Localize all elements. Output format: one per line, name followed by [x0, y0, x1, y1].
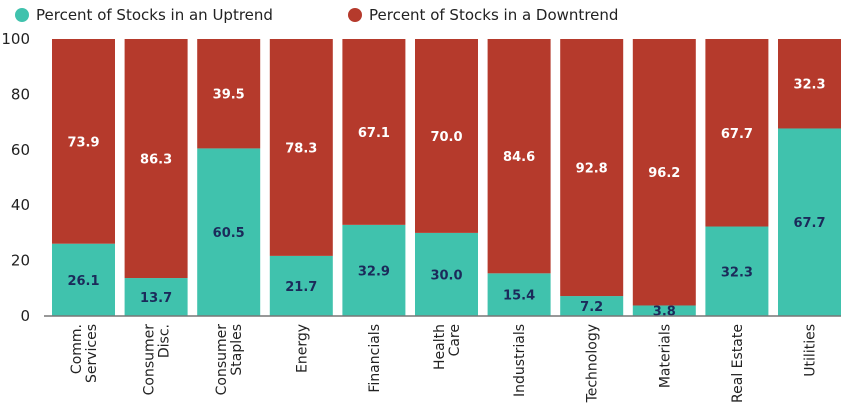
data-label: 70.0 [430, 130, 462, 145]
bar-segment [415, 39, 478, 233]
x-tick-label: Comm.Services [69, 324, 100, 383]
data-label: 32.9 [358, 264, 390, 279]
x-tick-label: Real Estate [730, 324, 746, 403]
data-label: 60.5 [213, 226, 245, 241]
data-label: 73.9 [67, 135, 99, 150]
x-tick-label: ConsumerDisc. [142, 324, 173, 396]
data-label: 67.1 [358, 126, 390, 141]
x-tick-label: Utilities [803, 324, 819, 377]
x-tick-label-line: Materials [657, 324, 673, 388]
bar-segment [487, 273, 551, 316]
data-label: 7.2 [580, 300, 603, 315]
bar-segment [197, 148, 261, 316]
bar-segment [342, 39, 406, 225]
x-tick-label-line: Technology [585, 324, 601, 403]
y-tick-label: 40 [11, 196, 30, 214]
bar-segment [52, 39, 115, 244]
x-tick-label-line: Health [432, 324, 448, 370]
data-label: 21.7 [285, 280, 317, 295]
x-tick-label-line: Energy [294, 324, 310, 373]
bar-segment [632, 39, 696, 306]
bar-segment [415, 232, 478, 316]
legend-label: Percent of Stocks in an Uptrend [36, 6, 273, 24]
data-label: 3.8 [653, 305, 676, 320]
data-label: 67.7 [721, 127, 753, 142]
x-tick-label: HealthCare [432, 324, 463, 370]
x-tick-label: Technology [585, 324, 601, 403]
x-tick-label-line: Comm. [69, 324, 85, 374]
bar-segment [778, 39, 841, 129]
bar-segment [632, 305, 696, 316]
bar-segment [705, 226, 769, 316]
x-tick-label-line: Consumer [142, 324, 158, 396]
data-label: 32.3 [793, 78, 825, 93]
x-tick-label: Materials [657, 324, 673, 388]
legend-label: Percent of Stocks in a Downtrend [369, 6, 618, 24]
bar-segment [778, 128, 841, 316]
bar-segment [269, 39, 333, 256]
bar-segment [487, 39, 551, 274]
bar-segment [269, 255, 333, 316]
legend-marker [15, 8, 29, 22]
bar-segment [560, 39, 624, 297]
x-tick-label: Financials [367, 324, 383, 393]
bar-segment [124, 278, 188, 316]
y-tick-label: 80 [11, 85, 30, 103]
x-tick-label: Energy [294, 324, 310, 373]
data-label: 26.1 [67, 274, 99, 289]
x-tick-label-line: Care [447, 324, 463, 356]
x-tick-label-line: Industrials [512, 324, 528, 397]
data-label: 15.4 [503, 289, 535, 304]
y-tick-label: 60 [11, 141, 30, 159]
x-tick-label-line: Services [84, 324, 100, 383]
bar-segment [342, 224, 406, 316]
y-tick-label: 20 [11, 252, 30, 270]
x-tick-label-line: Staples [229, 324, 245, 376]
bar-segment [705, 39, 769, 227]
data-label: 67.7 [793, 216, 825, 231]
x-tick-label-line: Consumer [214, 324, 230, 396]
data-label: 78.3 [285, 141, 317, 156]
data-label: 86.3 [140, 153, 172, 168]
y-tick-label: 100 [1, 30, 30, 48]
x-tick-label-line: Financials [367, 324, 383, 393]
x-tick-label-line: Utilities [803, 324, 819, 377]
x-tick-label: Industrials [512, 324, 528, 397]
bar-segment [560, 296, 624, 316]
data-label: 96.2 [648, 166, 680, 181]
bar-segment [124, 39, 188, 279]
data-label: 30.0 [430, 268, 462, 283]
data-label: 32.3 [721, 265, 753, 280]
data-label: 84.6 [503, 150, 535, 165]
data-label: 39.5 [213, 88, 245, 103]
x-tick-label: ConsumerStaples [214, 324, 245, 396]
x-tick-label-line: Real Estate [730, 324, 746, 403]
data-label: 13.7 [140, 291, 172, 306]
x-tick-label-line: Disc. [157, 324, 173, 358]
bar-segment [197, 39, 261, 149]
bar-segment [52, 243, 115, 316]
y-tick-label: 0 [20, 307, 30, 325]
data-label: 92.8 [576, 162, 608, 177]
legend-marker [348, 8, 362, 22]
